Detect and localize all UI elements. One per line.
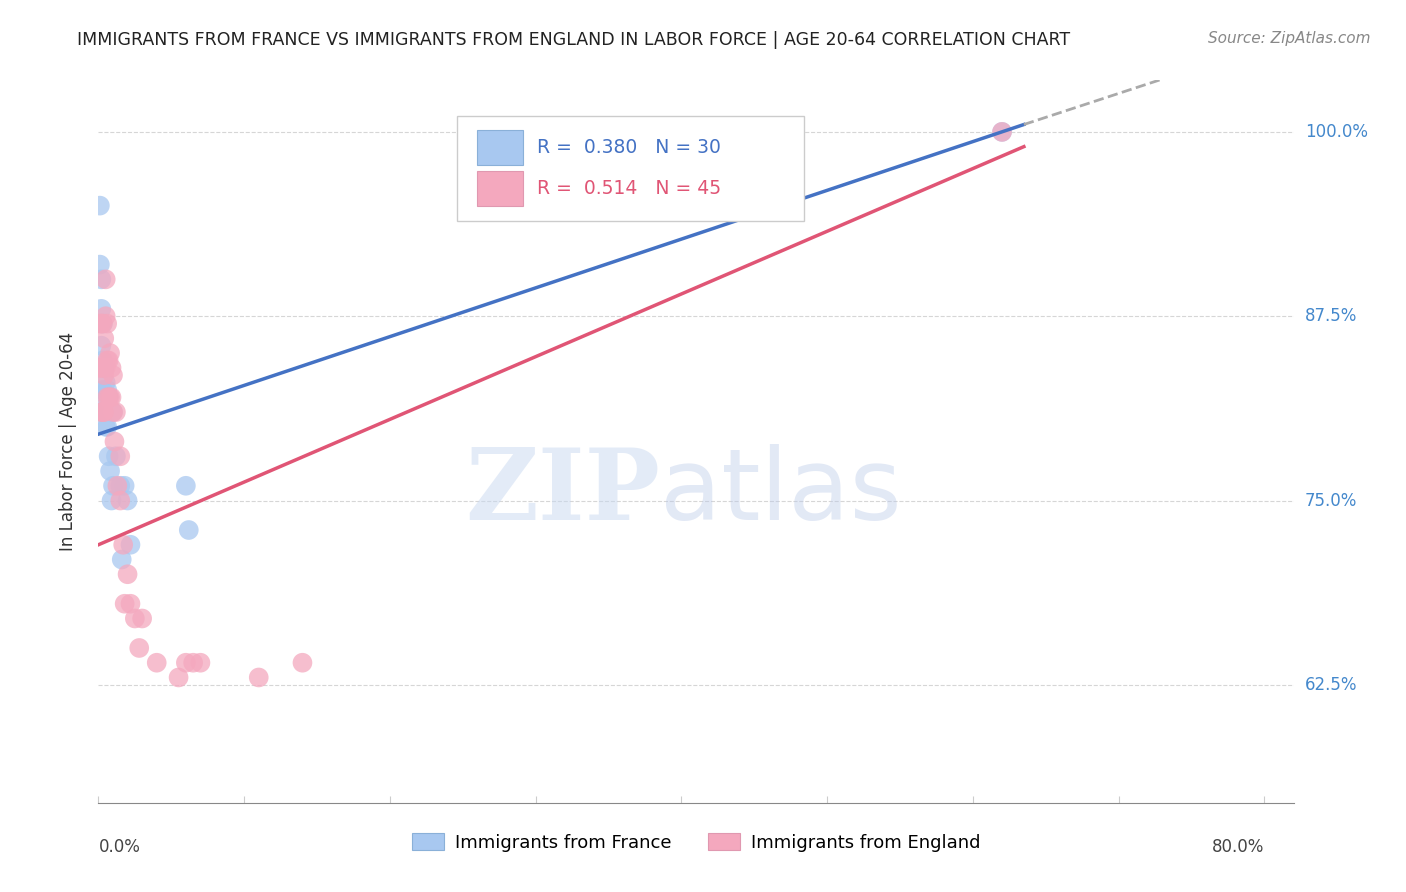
Point <box>89 360 111 375</box>
Point <box>91 383 114 397</box>
Point <box>93 368 115 383</box>
Point <box>97 390 120 404</box>
Point <box>177 523 200 537</box>
Point <box>991 125 1014 139</box>
FancyBboxPatch shape <box>477 130 523 165</box>
Point <box>174 479 197 493</box>
Point <box>167 670 190 684</box>
Text: 100.0%: 100.0% <box>1305 123 1368 141</box>
Point <box>89 199 111 213</box>
Text: 75.0%: 75.0% <box>1305 491 1357 509</box>
Point <box>105 479 128 493</box>
Point <box>96 419 118 434</box>
Point <box>94 376 117 390</box>
Point <box>110 479 132 493</box>
Point <box>91 353 114 368</box>
Point <box>101 368 124 383</box>
Point <box>101 405 124 419</box>
Point <box>96 390 118 404</box>
Point <box>96 383 118 397</box>
Point <box>117 493 139 508</box>
Point <box>94 309 117 323</box>
Text: atlas: atlas <box>661 443 901 541</box>
Point <box>100 390 122 404</box>
Point <box>97 390 120 404</box>
Point <box>100 493 122 508</box>
Text: 80.0%: 80.0% <box>1212 838 1264 855</box>
Point <box>91 405 114 419</box>
Point <box>93 360 115 375</box>
FancyBboxPatch shape <box>477 171 523 206</box>
Point <box>96 317 118 331</box>
Point <box>104 405 127 419</box>
Point <box>98 464 121 478</box>
Legend: Immigrants from France, Immigrants from England: Immigrants from France, Immigrants from … <box>405 826 987 859</box>
Point <box>145 656 167 670</box>
Point <box>291 656 314 670</box>
Point <box>90 317 112 331</box>
Point <box>120 597 142 611</box>
Point <box>90 272 112 286</box>
Point <box>91 317 114 331</box>
Point <box>120 538 142 552</box>
Point <box>93 331 115 345</box>
Text: ZIP: ZIP <box>465 443 661 541</box>
Point <box>100 360 122 375</box>
Point <box>124 611 146 625</box>
Point <box>111 552 134 566</box>
Point <box>190 656 212 670</box>
Point <box>174 656 197 670</box>
Point <box>90 339 112 353</box>
Point <box>94 419 117 434</box>
Point <box>89 258 111 272</box>
Point <box>117 567 139 582</box>
Point <box>181 656 204 670</box>
Point <box>110 493 132 508</box>
Point <box>97 353 120 368</box>
Point <box>90 360 112 375</box>
Point <box>91 317 114 331</box>
Point <box>93 390 115 404</box>
Point <box>91 405 114 419</box>
Point <box>131 611 153 625</box>
Point <box>90 405 112 419</box>
Point <box>98 390 121 404</box>
Point <box>89 317 111 331</box>
Point <box>128 640 150 655</box>
Text: R =  0.514   N = 45: R = 0.514 N = 45 <box>537 179 721 198</box>
Point <box>991 125 1014 139</box>
Point <box>104 450 127 464</box>
Point <box>90 301 112 316</box>
Text: 0.0%: 0.0% <box>98 838 141 855</box>
Point <box>114 479 136 493</box>
Point <box>101 479 124 493</box>
Point <box>91 360 114 375</box>
FancyBboxPatch shape <box>457 117 804 221</box>
Text: Source: ZipAtlas.com: Source: ZipAtlas.com <box>1208 31 1371 46</box>
Text: 87.5%: 87.5% <box>1305 307 1357 326</box>
Point <box>93 405 115 419</box>
Text: 62.5%: 62.5% <box>1305 676 1357 694</box>
Point <box>101 405 124 419</box>
Point <box>97 450 120 464</box>
Point <box>114 597 136 611</box>
Y-axis label: In Labor Force | Age 20-64: In Labor Force | Age 20-64 <box>59 332 77 551</box>
Point <box>98 346 121 360</box>
Point <box>110 450 132 464</box>
Point <box>112 538 135 552</box>
Point <box>247 670 270 684</box>
Text: R =  0.380   N = 30: R = 0.380 N = 30 <box>537 138 721 157</box>
Point <box>96 353 118 368</box>
Text: IMMIGRANTS FROM FRANCE VS IMMIGRANTS FROM ENGLAND IN LABOR FORCE | AGE 20-64 COR: IMMIGRANTS FROM FRANCE VS IMMIGRANTS FRO… <box>77 31 1070 49</box>
Point <box>94 360 117 375</box>
Point <box>94 272 117 286</box>
Point <box>103 434 125 449</box>
